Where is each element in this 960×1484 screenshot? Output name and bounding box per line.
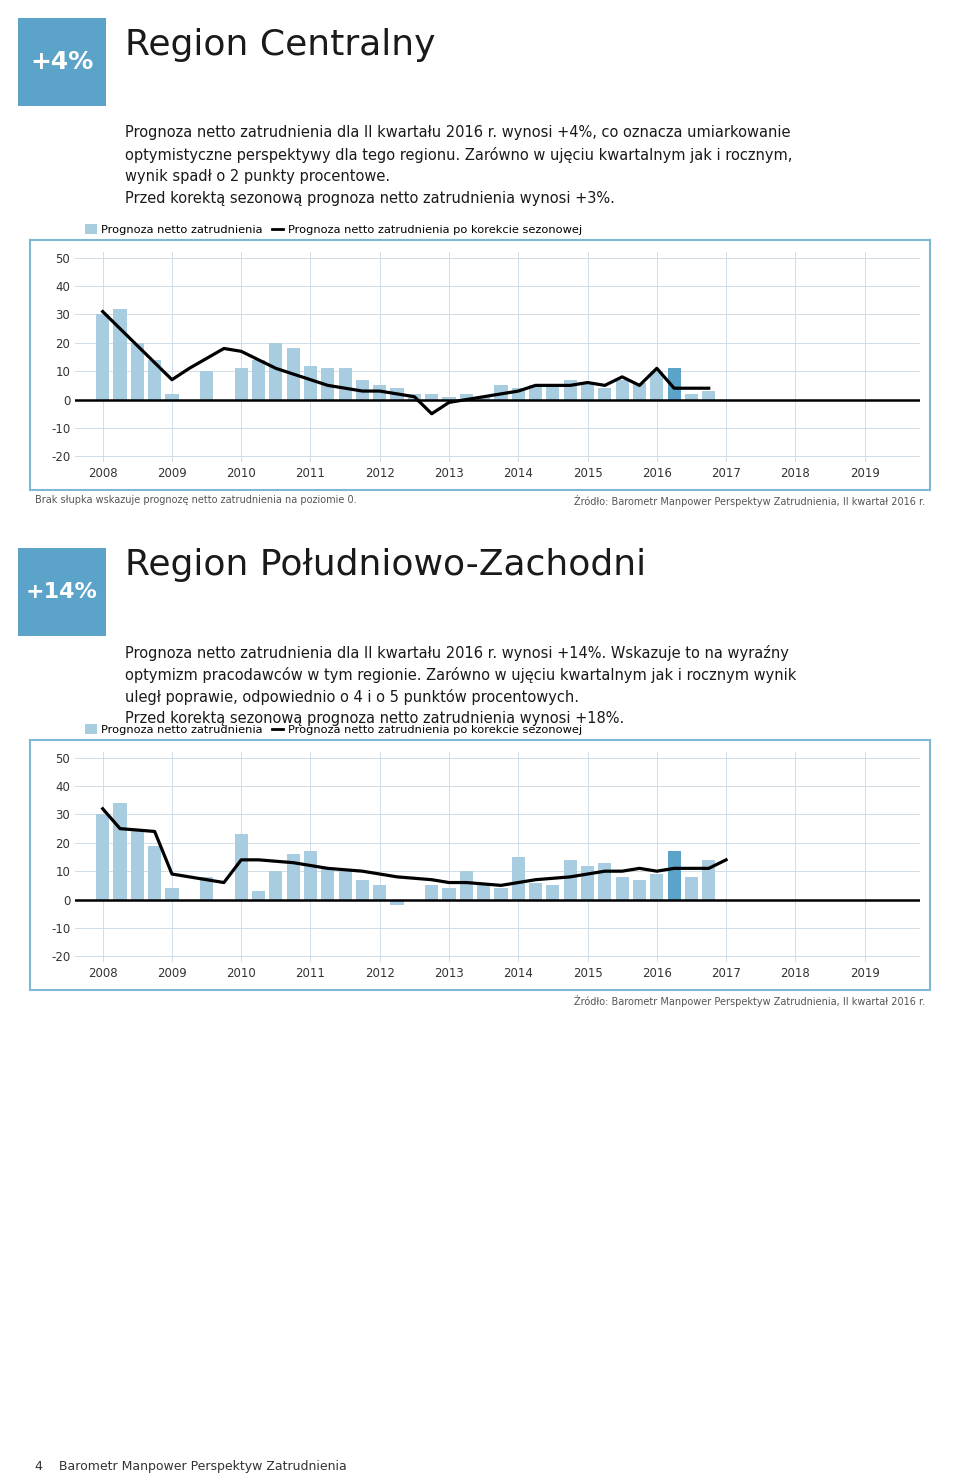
Text: +14%: +14% — [26, 582, 98, 603]
FancyBboxPatch shape — [15, 15, 108, 108]
Text: 4    Barometr Manpower Perspektyw Zatrudnienia: 4 Barometr Manpower Perspektyw Zatrudnie… — [35, 1460, 347, 1474]
Bar — [667, 852, 681, 899]
Bar — [131, 343, 144, 399]
Bar — [165, 889, 179, 899]
Bar — [356, 880, 369, 899]
Bar — [287, 349, 300, 399]
Legend: Prognoza netto zatrudnienia, Prognoza netto zatrudnienia po korekcie sezonowej: Prognoza netto zatrudnienia, Prognoza ne… — [81, 220, 587, 239]
Legend: Prognoza netto zatrudnienia, Prognoza netto zatrudnienia po korekcie sezonowej: Prognoza netto zatrudnienia, Prognoza ne… — [81, 720, 587, 739]
Text: Brak słupka wskazuje prognozę netto zatrudnienia na poziomie 0.: Brak słupka wskazuje prognozę netto zatr… — [35, 496, 356, 505]
Text: wynik spadł o 2 punkty procentowe.: wynik spadł o 2 punkty procentowe. — [125, 169, 390, 184]
Bar — [443, 889, 456, 899]
Bar — [477, 883, 491, 899]
Text: +4%: +4% — [31, 50, 94, 74]
Bar — [684, 877, 698, 899]
Text: Prognoza netto zatrudnienia dla II kwartału 2016 r. wynosi +14%. Wskazuje to na : Prognoza netto zatrudnienia dla II kwart… — [125, 646, 789, 660]
Bar — [564, 380, 577, 399]
Bar — [96, 315, 109, 399]
Text: Przed korektą sezonową prognoza netto zatrudnienia wynosi +3%.: Przed korektą sezonową prognoza netto za… — [125, 191, 614, 206]
Bar — [702, 392, 715, 399]
Bar — [148, 359, 161, 399]
FancyBboxPatch shape — [15, 545, 108, 638]
Bar — [391, 389, 403, 399]
Bar — [650, 371, 663, 399]
Bar — [564, 859, 577, 899]
Bar — [339, 871, 351, 899]
Bar — [477, 396, 491, 399]
Text: optymizm pracodawców w tym regionie. Zarówno w ujęciu kwartalnym jak i rocznym w: optymizm pracodawców w tym regionie. Zar… — [125, 666, 797, 683]
Bar — [633, 880, 646, 899]
Bar — [633, 383, 646, 399]
Bar — [512, 856, 525, 899]
Bar — [339, 368, 351, 399]
Bar — [650, 874, 663, 899]
Bar — [200, 877, 213, 899]
Bar — [546, 886, 560, 899]
Bar — [667, 368, 681, 399]
Bar — [287, 855, 300, 899]
Bar — [270, 343, 282, 399]
Bar — [529, 883, 542, 899]
Bar — [322, 368, 334, 399]
Bar — [131, 828, 144, 899]
Text: uległ poprawie, odpowiednio o 4 i o 5 punktów procentowych.: uległ poprawie, odpowiednio o 4 i o 5 pu… — [125, 689, 579, 705]
Bar — [234, 834, 248, 899]
Text: Przed korektą sezonową prognoza netto zatrudnienia wynosi +18%.: Przed korektą sezonową prognoza netto za… — [125, 711, 624, 726]
Bar — [200, 371, 213, 399]
Bar — [615, 877, 629, 899]
Bar — [494, 889, 508, 899]
Bar — [304, 852, 317, 899]
Bar — [581, 865, 594, 899]
Bar — [598, 389, 612, 399]
Bar — [304, 365, 317, 399]
Bar — [460, 871, 473, 899]
Bar — [546, 386, 560, 399]
Bar — [270, 871, 282, 899]
Bar — [113, 309, 127, 399]
Bar — [252, 359, 265, 399]
Bar — [615, 380, 629, 399]
Bar — [598, 862, 612, 899]
Bar — [408, 393, 421, 399]
Bar — [460, 393, 473, 399]
Text: Region Centralny: Region Centralny — [125, 28, 436, 62]
Bar — [684, 393, 698, 399]
Bar — [148, 846, 161, 899]
Text: Źródło: Barometr Manpower Perspektyw Zatrudnienia, II kwartał 2016 r.: Źródło: Barometr Manpower Perspektyw Zat… — [574, 496, 925, 508]
Bar — [252, 890, 265, 899]
Text: Źródło: Barometr Manpower Perspektyw Zatrudnienia, II kwartał 2016 r.: Źródło: Barometr Manpower Perspektyw Zat… — [574, 994, 925, 1008]
Bar — [322, 868, 334, 899]
Bar — [356, 380, 369, 399]
Bar — [512, 389, 525, 399]
Bar — [373, 886, 386, 899]
Bar — [443, 396, 456, 399]
Bar — [165, 393, 179, 399]
Bar — [373, 386, 386, 399]
Bar — [494, 386, 508, 399]
Bar — [391, 899, 403, 905]
Bar — [425, 393, 439, 399]
Text: optymistyczne perspektywy dla tego regionu. Zarówno w ujęciu kwartalnym jak i ro: optymistyczne perspektywy dla tego regio… — [125, 147, 792, 163]
Text: Region Południowo-Zachodni: Region Południowo-Zachodni — [125, 548, 646, 582]
Bar — [581, 383, 594, 399]
Bar — [113, 803, 127, 899]
Bar — [425, 886, 439, 899]
Bar — [702, 859, 715, 899]
Bar — [234, 368, 248, 399]
Bar — [96, 815, 109, 899]
Text: Prognoza netto zatrudnienia dla II kwartału 2016 r. wynosi +4%, co oznacza umiar: Prognoza netto zatrudnienia dla II kwart… — [125, 125, 790, 139]
Bar — [529, 386, 542, 399]
